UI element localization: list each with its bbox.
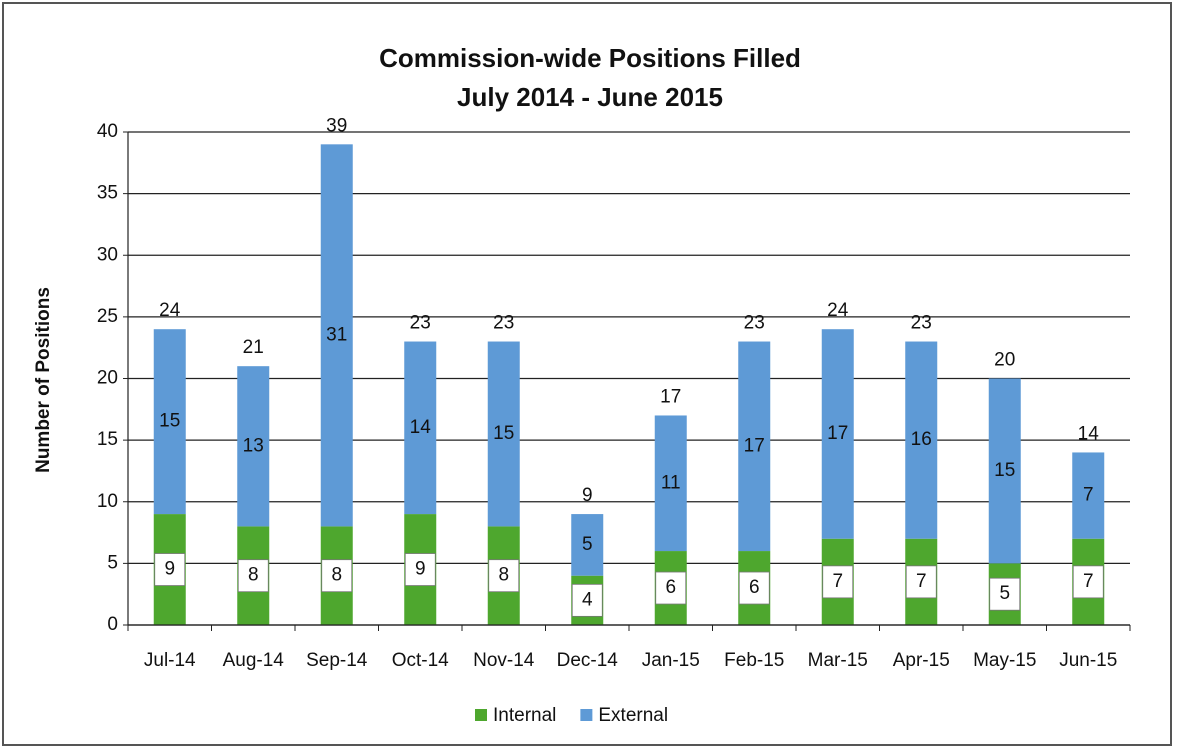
- data-label: 7: [832, 571, 843, 592]
- data-label: 5: [999, 583, 1010, 604]
- data-label: 7: [916, 571, 927, 592]
- total-label: 24: [159, 300, 181, 321]
- x-tick-label: Apr-15: [893, 650, 950, 671]
- data-label: 7: [1083, 571, 1094, 592]
- legend-swatch: [475, 709, 487, 721]
- total-label: 23: [911, 313, 932, 334]
- x-tick-label: Nov-14: [473, 650, 535, 671]
- bar-segment: [320, 144, 353, 527]
- total-label: 23: [410, 313, 431, 334]
- label-box: [154, 553, 186, 586]
- chart-subtitle: July 2014 - June 2015: [457, 82, 723, 112]
- bar-segment: [905, 341, 938, 539]
- total-label: 23: [493, 313, 514, 334]
- label-box: [1072, 565, 1104, 599]
- total-label: 20: [994, 350, 1015, 371]
- y-tick-label: 35: [97, 183, 118, 204]
- y-tick-label: 40: [97, 121, 118, 142]
- data-label: 8: [248, 565, 259, 586]
- y-axis-title: Number of Positions: [33, 287, 54, 473]
- total-label: 9: [582, 485, 593, 506]
- data-label: 17: [827, 423, 848, 444]
- y-tick-label: 20: [97, 368, 118, 389]
- legend-label: Internal: [493, 705, 556, 726]
- total-label: 14: [1078, 423, 1100, 444]
- data-label: 5: [582, 534, 593, 555]
- label-box: [571, 583, 603, 617]
- data-label: 15: [994, 460, 1015, 481]
- data-label: 9: [415, 559, 426, 580]
- data-label: 31: [326, 324, 347, 345]
- data-label: 7: [1083, 485, 1094, 506]
- y-tick-label: 15: [97, 429, 118, 450]
- label-box: [822, 565, 854, 599]
- y-tick-label: 25: [97, 306, 118, 327]
- bar-segment: [988, 378, 1021, 564]
- data-label: 6: [665, 577, 676, 598]
- data-label: 6: [749, 577, 760, 598]
- data-label: 16: [911, 429, 932, 450]
- x-tick-label: Jul-14: [144, 650, 196, 671]
- x-tick-label: Feb-15: [724, 650, 784, 671]
- data-label: 17: [744, 435, 765, 456]
- data-label: 11: [661, 472, 681, 493]
- bar-segment: [738, 341, 771, 552]
- data-label: 8: [498, 565, 509, 586]
- data-label: 4: [582, 589, 593, 610]
- x-tick-label: Sep-14: [306, 650, 368, 671]
- y-tick-label: 30: [97, 244, 118, 265]
- x-tick-label: Oct-14: [392, 650, 449, 671]
- label-box: [321, 559, 353, 593]
- bar-segment: [654, 415, 687, 552]
- x-tick-label: Aug-14: [223, 650, 285, 671]
- bar-segment: [571, 514, 604, 576]
- data-label: 9: [164, 559, 175, 580]
- label-box: [989, 577, 1021, 611]
- label-box: [237, 559, 269, 593]
- bar-segment: [1072, 452, 1105, 539]
- bar-segment: [404, 341, 437, 515]
- bar-segment: [821, 329, 854, 539]
- x-tick-label: Jan-15: [642, 650, 700, 671]
- data-label: 8: [331, 565, 342, 586]
- chart-title: Commission-wide Positions Filled: [379, 43, 801, 73]
- x-tick-label: May-15: [973, 650, 1036, 671]
- label-box: [905, 565, 937, 599]
- data-label: 15: [159, 411, 180, 432]
- total-label: 39: [326, 115, 347, 136]
- label-box: [738, 571, 770, 605]
- label-box: [404, 553, 436, 586]
- bar-segment: [153, 329, 186, 515]
- x-tick-label: Dec-14: [557, 650, 619, 671]
- label-box: [488, 559, 520, 593]
- x-tick-label: Jun-15: [1059, 650, 1117, 671]
- total-label: 21: [243, 337, 264, 358]
- total-label: 24: [827, 300, 849, 321]
- y-tick-label: 0: [107, 614, 118, 635]
- x-tick-label: Mar-15: [808, 650, 868, 671]
- total-label: 17: [660, 386, 681, 407]
- bar-segment: [487, 341, 520, 527]
- bar-segment: [237, 366, 270, 527]
- data-label: 13: [243, 435, 264, 456]
- data-label: 14: [410, 417, 432, 438]
- y-tick-label: 5: [107, 552, 118, 573]
- legend-swatch: [580, 709, 593, 721]
- total-label: 23: [744, 313, 765, 334]
- label-box: [655, 571, 687, 605]
- y-tick-label: 10: [97, 491, 118, 512]
- legend-label: External: [598, 705, 668, 726]
- data-label: 15: [493, 423, 514, 444]
